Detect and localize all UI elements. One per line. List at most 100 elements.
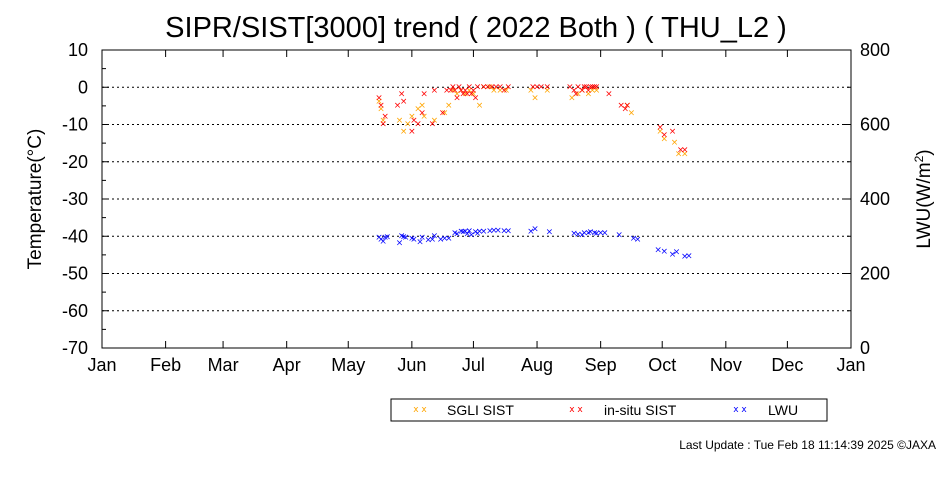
data-point: ×: [410, 235, 418, 245]
data-point: ×: [587, 228, 595, 238]
data-point: ×: [660, 247, 668, 257]
data-point: ×: [408, 112, 416, 122]
data-point: ×: [634, 235, 642, 245]
data-point: ×: [375, 233, 383, 243]
y-tick-label: -30: [62, 189, 88, 209]
data-point: ×: [394, 101, 402, 111]
data-point: ×: [463, 229, 471, 239]
data-point: ×: [445, 234, 453, 244]
data-point: ×: [375, 97, 383, 107]
data-point: ×: [377, 235, 385, 245]
y2-tick-label: 800: [860, 40, 890, 60]
y-tick-label: -20: [62, 152, 88, 172]
data-point: ×: [414, 120, 422, 130]
chart-title: SIPR/SIST[3000] trend ( 2022 Both ) ( TH…: [165, 12, 787, 44]
data-point: ×: [531, 225, 539, 235]
data-point: ×: [468, 231, 476, 241]
x-tick-label: Apr: [273, 355, 301, 375]
series-in-situ-sist: ××××××××××××××××××××××××××××××××××××× ×××…: [375, 82, 688, 155]
data-point: ×: [578, 86, 586, 96]
data-point: ×: [630, 234, 638, 244]
data-point: ×: [379, 120, 387, 130]
data-point: ×: [533, 82, 541, 92]
y2-axis-title-sup: 2: [912, 155, 926, 162]
data-point: ×: [490, 86, 498, 96]
y-axis-ticks: 10 0 -10 -20 -30 -40 -50 -60 -70: [62, 40, 109, 358]
data-point: ×: [441, 108, 449, 118]
data-point: ×: [400, 233, 408, 243]
data-point: ×: [660, 134, 668, 144]
data-point: ×: [583, 82, 591, 92]
data-point: ×: [589, 86, 597, 96]
x-tick-label: Jan: [87, 355, 116, 375]
data-point: ×: [480, 227, 488, 237]
x-tick-label: Dec: [771, 355, 803, 375]
data-point: ×: [589, 82, 597, 92]
y-tick-label: -70: [62, 338, 88, 358]
data-point: ×: [381, 112, 389, 122]
data-point: ×: [505, 226, 513, 236]
data-point: ×: [400, 127, 408, 137]
data-point: ×: [490, 226, 498, 236]
data-point: ×: [585, 228, 593, 238]
data-point: ×: [461, 227, 469, 237]
data-point: ×: [494, 226, 502, 236]
data-point: ×: [470, 86, 478, 96]
data-point: ×: [677, 146, 685, 156]
data-point: ×: [593, 86, 601, 96]
data-point: ×: [486, 226, 494, 236]
data-point: ×: [453, 229, 461, 239]
data-point: ×: [568, 93, 576, 103]
x-tick-label: May: [331, 355, 365, 375]
data-point: ×: [457, 86, 465, 96]
data-point: ×: [593, 229, 601, 239]
data-point: ×: [451, 86, 459, 96]
legend-box: [390, 398, 828, 422]
data-point: ×: [476, 101, 484, 111]
data-point: ×: [671, 138, 679, 148]
data-point: ×: [431, 86, 439, 96]
data-point: ×: [402, 233, 410, 243]
data-point: ×: [502, 86, 510, 96]
data-point: ×: [420, 112, 428, 122]
data-point: ×: [437, 235, 445, 245]
y-tick-label: 0: [78, 77, 88, 97]
x-tick-label: Feb: [150, 355, 181, 375]
data-point: ×: [474, 82, 482, 92]
data-point: ×: [431, 116, 439, 126]
legend-marker-lwu: x x: [733, 405, 747, 415]
data-point: ×: [531, 93, 539, 103]
y-axis-title: Temperature(°C): [25, 129, 46, 270]
data-point: ×: [480, 82, 488, 92]
data-point: ×: [476, 227, 484, 237]
data-point: ×: [654, 245, 662, 255]
y2-tick-label: 600: [860, 115, 890, 135]
data-point: ×: [418, 108, 426, 118]
x-tick-label: Sep: [585, 355, 617, 375]
data-point: ×: [470, 90, 478, 100]
y-tick-label: -50: [62, 264, 88, 284]
data-point: ×: [669, 250, 677, 260]
data-point: ×: [681, 252, 689, 262]
data-point: ×: [425, 236, 433, 246]
data-point: ×: [605, 90, 613, 100]
data-point: ×: [459, 228, 467, 238]
data-point: ×: [414, 105, 422, 115]
data-point: ×: [601, 228, 609, 238]
data-point: ×: [488, 82, 496, 92]
data-point: ×: [398, 231, 406, 241]
data-point: ×: [673, 248, 681, 258]
data-point: ×: [408, 234, 416, 244]
data-point: ×: [585, 90, 593, 100]
y-tick-label: -60: [62, 301, 88, 321]
data-point: ×: [457, 227, 465, 237]
data-point: ×: [597, 228, 605, 238]
data-point: ×: [593, 82, 601, 92]
data-point: ×: [383, 232, 391, 242]
data-point: ×: [379, 116, 387, 126]
data-point: ×: [675, 149, 683, 159]
data-point: ×: [615, 231, 623, 241]
legend-marker-sgli: x x: [413, 405, 427, 415]
data-point: ×: [572, 90, 580, 100]
